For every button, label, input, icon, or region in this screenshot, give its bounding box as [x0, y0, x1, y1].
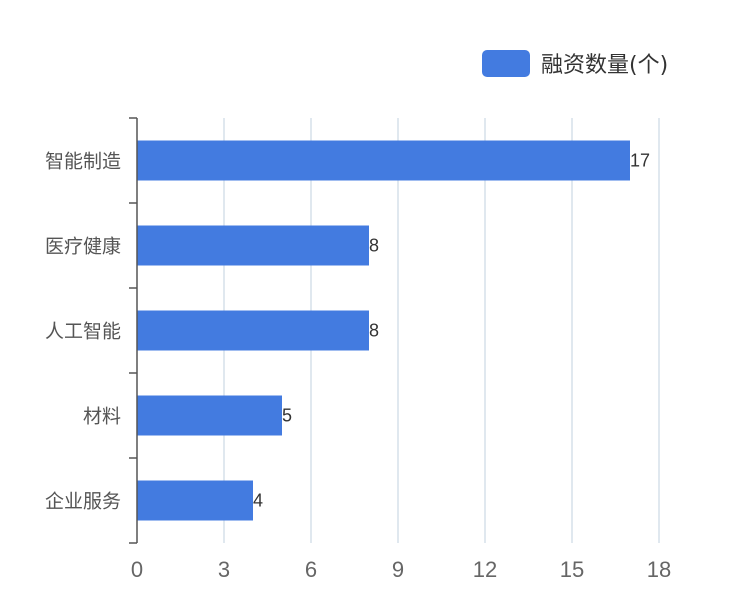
x-tick-label-6: 6: [305, 557, 317, 582]
x-tick-label-9: 9: [392, 557, 404, 582]
value-label-4: 5: [282, 406, 292, 426]
category-label-1: 智能制造: [45, 151, 121, 173]
legend-swatch: [482, 50, 530, 77]
x-tick-label-0: 0: [131, 557, 143, 582]
value-label-5: 4: [253, 491, 263, 511]
category-label-2: 医疗健康: [45, 236, 121, 258]
value-label-3: 8: [369, 321, 379, 341]
bar-2: [137, 225, 369, 266]
bars: [137, 140, 630, 521]
bar-4: [137, 395, 282, 436]
x-tick-label-12: 12: [473, 557, 497, 582]
legend-label: 融资数量(个): [541, 53, 668, 78]
x-tick-label-3: 3: [218, 557, 230, 582]
x-tick-label-15: 15: [560, 557, 584, 582]
category-label-5: 企业服务: [45, 491, 121, 513]
value-label-1: 17: [630, 151, 650, 171]
bar-5: [137, 480, 253, 521]
category-label-4: 材料: [83, 406, 121, 428]
bar-3: [137, 310, 369, 351]
grid-lines: [223, 118, 660, 543]
legend: 融资数量(个): [482, 50, 668, 78]
value-label-2: 8: [369, 236, 379, 256]
category-label-3: 人工智能: [45, 321, 121, 343]
x-tick-label-18: 18: [647, 557, 671, 582]
labels: 0 3 6 9 12 15 18 17 智能制造 8 医疗健康 8 人工智能 5 材料 4 企业服务: [45, 151, 671, 583]
bar-1: [137, 140, 630, 181]
axes: [129, 117, 138, 544]
